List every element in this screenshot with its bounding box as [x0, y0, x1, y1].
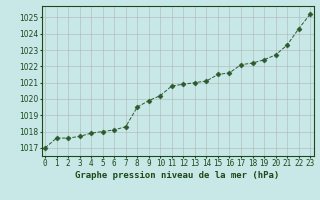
X-axis label: Graphe pression niveau de la mer (hPa): Graphe pression niveau de la mer (hPa) [76, 171, 280, 180]
